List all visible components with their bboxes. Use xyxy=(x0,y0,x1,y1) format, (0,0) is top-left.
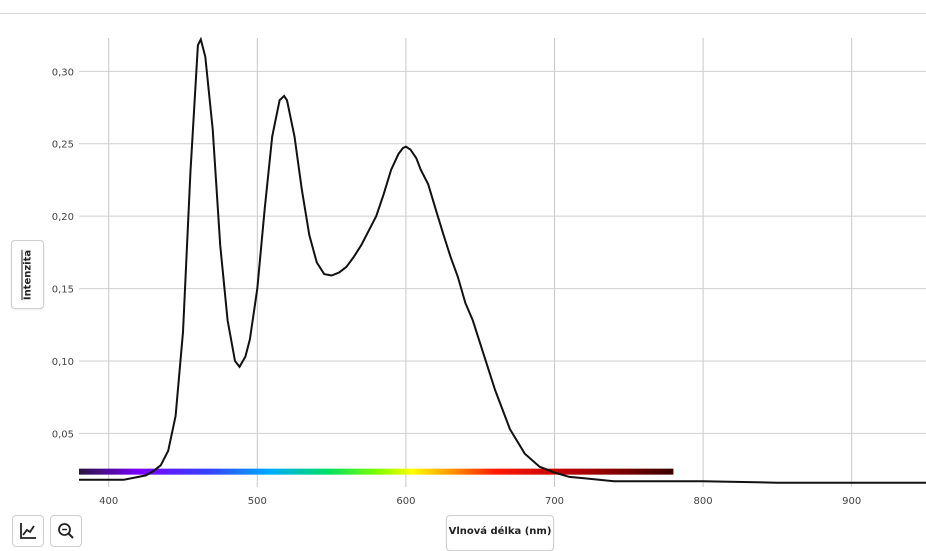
zoom-icon xyxy=(58,523,74,539)
y-tick-label: 0,05 xyxy=(52,429,74,440)
x-tick-label: 700 xyxy=(545,496,564,507)
x-tick-labels: 400 500 600 700 800 900 xyxy=(99,496,861,507)
grid-lines xyxy=(79,38,926,487)
visible-spectrum-bar xyxy=(79,468,674,475)
x-tick-label: 400 xyxy=(99,496,118,507)
x-tick-label: 800 xyxy=(694,496,713,507)
y-tick-label: 0,30 xyxy=(52,67,74,78)
top-divider xyxy=(0,13,926,14)
y-tick-label: 0,25 xyxy=(52,140,74,151)
y-axis-label: Intenzita xyxy=(22,249,33,300)
y-tick-label: 0,15 xyxy=(52,285,74,296)
x-tick-label: 900 xyxy=(842,496,861,507)
intensity-series-line xyxy=(79,36,926,484)
y-tick-label: 0,20 xyxy=(52,212,74,223)
zoom-tool-button[interactable] xyxy=(50,515,82,547)
y-tick-labels: 0,05 0,10 0,15 0,20 0,25 0,30 xyxy=(52,67,74,440)
line-chart-icon xyxy=(20,523,36,539)
y-tick-label: 0,10 xyxy=(52,357,74,368)
x-tick-label: 600 xyxy=(396,496,415,507)
y-axis-label-button[interactable]: Intenzita xyxy=(11,240,44,309)
x-axis-label: Vlnová délka (nm) xyxy=(448,526,552,537)
x-tick-label: 500 xyxy=(248,496,267,507)
line-tool-button[interactable] xyxy=(12,515,44,547)
x-axis-label-button[interactable]: Vlnová délka (nm) xyxy=(446,515,554,551)
